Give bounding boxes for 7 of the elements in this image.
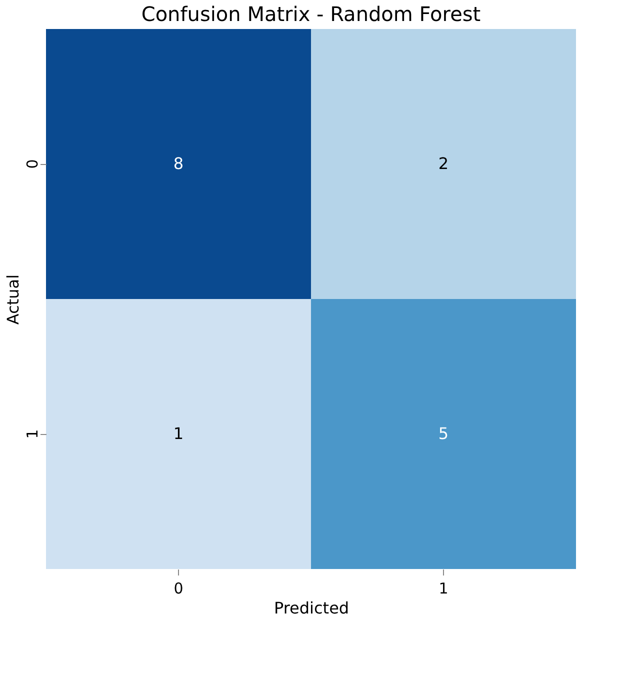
- x-axis-title: Predicted: [274, 598, 350, 618]
- data-label: 2: [438, 154, 449, 173]
- data-label: 8: [173, 154, 184, 173]
- data-label: 1: [173, 424, 184, 443]
- chart-title: Confusion Matrix - Random Forest: [141, 2, 481, 26]
- data-label: 5: [438, 424, 449, 443]
- y-axis-title: Actual: [4, 274, 22, 325]
